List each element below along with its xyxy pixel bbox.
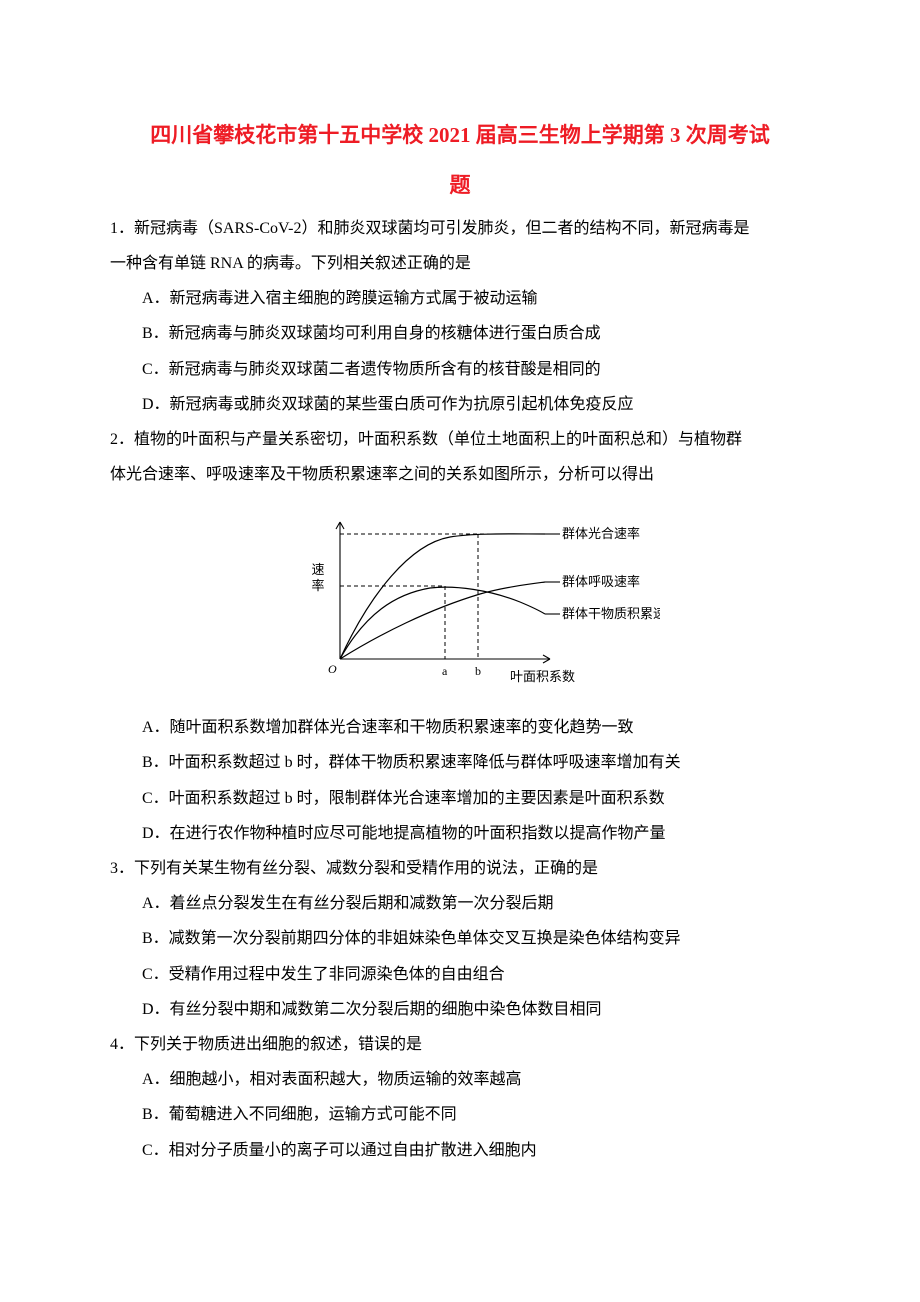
svg-text:群体干物质积累速率: 群体干物质积累速率 (562, 606, 660, 621)
q3-option-a: A．着丝点分裂发生在有丝分裂后期和减数第一次分裂后期 (110, 886, 810, 921)
svg-text:b: b (475, 664, 481, 678)
q1-option-b: B．新冠病毒与肺炎双球菌均可利用自身的核糖体进行蛋白质合成 (110, 316, 810, 351)
q2-stem-line1: 2．植物的叶面积与产量关系密切，叶面积系数（单位土地面积上的叶面积总和）与植物群 (110, 422, 810, 457)
q2-option-b: B．叶面积系数超过 b 时，群体干物质积累速率降低与群体呼吸速率增加有关 (110, 745, 810, 780)
q1-option-a: A．新冠病毒进入宿主细胞的跨膜运输方式属于被动运输 (110, 281, 810, 316)
q2-option-c: C．叶面积系数超过 b 时，限制群体光合速率增加的主要因素是叶面积系数 (110, 781, 810, 816)
q2-option-d: D．在进行农作物种植时应尽可能地提高植物的叶面积指数以提高作物产量 (110, 816, 810, 851)
q1-stem-line1: 1．新冠病毒（SARS-CoV-2）和肺炎双球菌均可引发肺炎，但二者的结构不同，… (110, 211, 810, 246)
q1-stem-line2: 一种含有单链 RNA 的病毒。下列相关叙述正确的是 (110, 246, 810, 281)
rate-vs-leaf-area-chart: 群体光合速率群体呼吸速率群体干物质积累速率叶面积系数 速率 Oa b (260, 504, 660, 694)
q4-option-a: A．细胞越小，相对表面积越大，物质运输的效率越高 (110, 1062, 810, 1097)
q2-chart: 群体光合速率群体呼吸速率群体干物质积累速率叶面积系数 速率 Oa b (110, 492, 810, 710)
q4-stem: 4．下列关于物质进出细胞的叙述，错误的是 (110, 1027, 810, 1062)
svg-text:群体呼吸速率: 群体呼吸速率 (562, 574, 640, 589)
doc-title-line2: 题 (110, 160, 810, 210)
q1-option-c: C．新冠病毒与肺炎双球菌二者遗传物质所含有的核苷酸是相同的 (110, 352, 810, 387)
q3-option-d: D．有丝分裂中期和减数第二次分裂后期的细胞中染色体数目相同 (110, 992, 810, 1027)
svg-text:O: O (328, 662, 337, 676)
q3-stem: 3．下列有关某生物有丝分裂、减数分裂和受精作用的说法，正确的是 (110, 851, 810, 886)
svg-text:叶面积系数: 叶面积系数 (510, 669, 575, 684)
q3-option-c: C．受精作用过程中发生了非同源染色体的自由组合 (110, 957, 810, 992)
svg-text:率: 率 (311, 578, 324, 593)
q2-option-a: A．随叶面积系数增加群体光合速率和干物质积累速率的变化趋势一致 (110, 710, 810, 745)
svg-text:a: a (442, 664, 448, 678)
svg-text:群体光合速率: 群体光合速率 (562, 526, 640, 541)
q1-option-d: D．新冠病毒或肺炎双球菌的某些蛋白质可作为抗原引起机体免疫反应 (110, 387, 810, 422)
q2-stem-line2: 体光合速率、呼吸速率及干物质积累速率之间的关系如图所示，分析可以得出 (110, 457, 810, 492)
q3-option-b: B．减数第一次分裂前期四分体的非姐妹染色单体交叉互换是染色体结构变异 (110, 921, 810, 956)
q4-option-b: B．葡萄糖进入不同细胞，运输方式可能不同 (110, 1097, 810, 1132)
q4-option-c: C．相对分子质量小的离子可以通过自由扩散进入细胞内 (110, 1133, 810, 1168)
doc-title-line1: 四川省攀枝花市第十五中学校 2021 届高三生物上学期第 3 次周考试 (110, 110, 810, 160)
svg-text:速: 速 (311, 562, 324, 577)
